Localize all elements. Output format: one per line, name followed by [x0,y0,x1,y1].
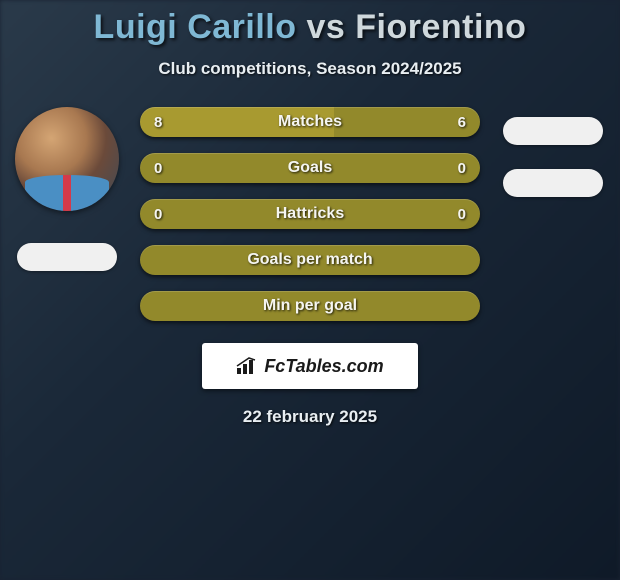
stat-label: Min per goal [263,297,357,315]
fctables-badge[interactable]: FcTables.com [202,343,418,389]
left-side [12,107,122,271]
player2-placeholder-pill-1 [503,117,603,145]
player1-name: Luigi Carillo [94,8,297,46]
stat-bar-min-per-goal: Min per goal [140,291,480,321]
fctables-brand: FcTables.com [264,356,383,377]
stat-bar-goals-per-match: Goals per match [140,245,480,275]
stat-bar-hattricks: 0 Hattricks 0 [140,199,480,229]
chart-icon [236,357,258,375]
stat-left-value: 0 [154,160,162,177]
comparison-title: Luigi Carillo vs Fiorentino [0,8,620,47]
player1-avatar [15,107,119,211]
stat-right-value: 0 [458,160,466,177]
vs-label: vs [306,8,345,46]
comparison-layout: 8 Matches 6 0 Goals 0 0 Hattricks 0 Goals per mat… [0,107,620,321]
main-content: Luigi Carillo vs Fiorentino Club competi… [0,0,620,427]
right-side [498,107,608,197]
stat-bar-goals: 0 Goals 0 [140,153,480,183]
stat-label: Matches [278,113,342,131]
stat-bar-matches: 8 Matches 6 [140,107,480,137]
stat-left-value: 0 [154,206,162,223]
player2-placeholder-pill-2 [503,169,603,197]
player2-name: Fiorentino [355,8,526,46]
stat-bars: 8 Matches 6 0 Goals 0 0 Hattricks 0 Goals per mat… [140,107,480,321]
stat-left-value: 8 [154,114,162,131]
stat-right-value: 6 [458,114,466,131]
stat-right-value: 0 [458,206,466,223]
date: 22 february 2025 [0,407,620,427]
player1-placeholder-pill [17,243,117,271]
stat-label: Goals [288,159,332,177]
subtitle: Club competitions, Season 2024/2025 [0,59,620,79]
stat-label: Goals per match [247,251,372,269]
stat-label: Hattricks [276,205,344,223]
